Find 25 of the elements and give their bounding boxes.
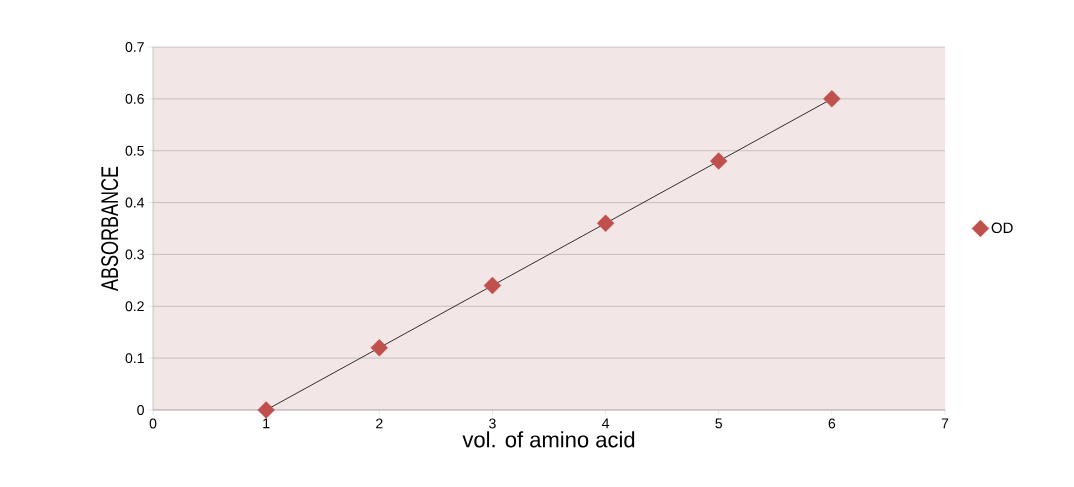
point xyxy=(823,90,841,108)
point xyxy=(370,339,388,357)
x-tick-label: 5 xyxy=(715,418,723,429)
y-tick-label: 0 xyxy=(137,405,144,415)
x-tick-label: 4 xyxy=(601,418,610,429)
x-axis-title: vol. of amino acid xyxy=(462,431,635,448)
y-tick-label: 0.6 xyxy=(125,93,144,104)
legend-label: OD xyxy=(991,222,1013,234)
y-tick-label: 0.3 xyxy=(125,249,144,260)
x-tick-label: 3 xyxy=(489,418,496,429)
y-axis-title: ABSORBANCE xyxy=(101,166,119,291)
y-tick-label: 0.4 xyxy=(125,197,145,208)
point xyxy=(483,276,502,295)
y-tick-label: 0.5 xyxy=(125,145,144,156)
x-tick-label: 0 xyxy=(149,418,157,429)
y-tick-label: 0.7 xyxy=(125,42,144,52)
point xyxy=(710,152,728,170)
y-tick-label: 0.2 xyxy=(125,301,144,312)
point xyxy=(596,214,615,232)
y-tick-label: 0.1 xyxy=(125,353,144,364)
x-tick-label: 6 xyxy=(828,418,836,429)
x-tick-label: 7 xyxy=(941,418,949,429)
point xyxy=(257,401,275,419)
x-tick-label: 1 xyxy=(263,418,270,429)
x-tick-label: 2 xyxy=(376,418,383,429)
